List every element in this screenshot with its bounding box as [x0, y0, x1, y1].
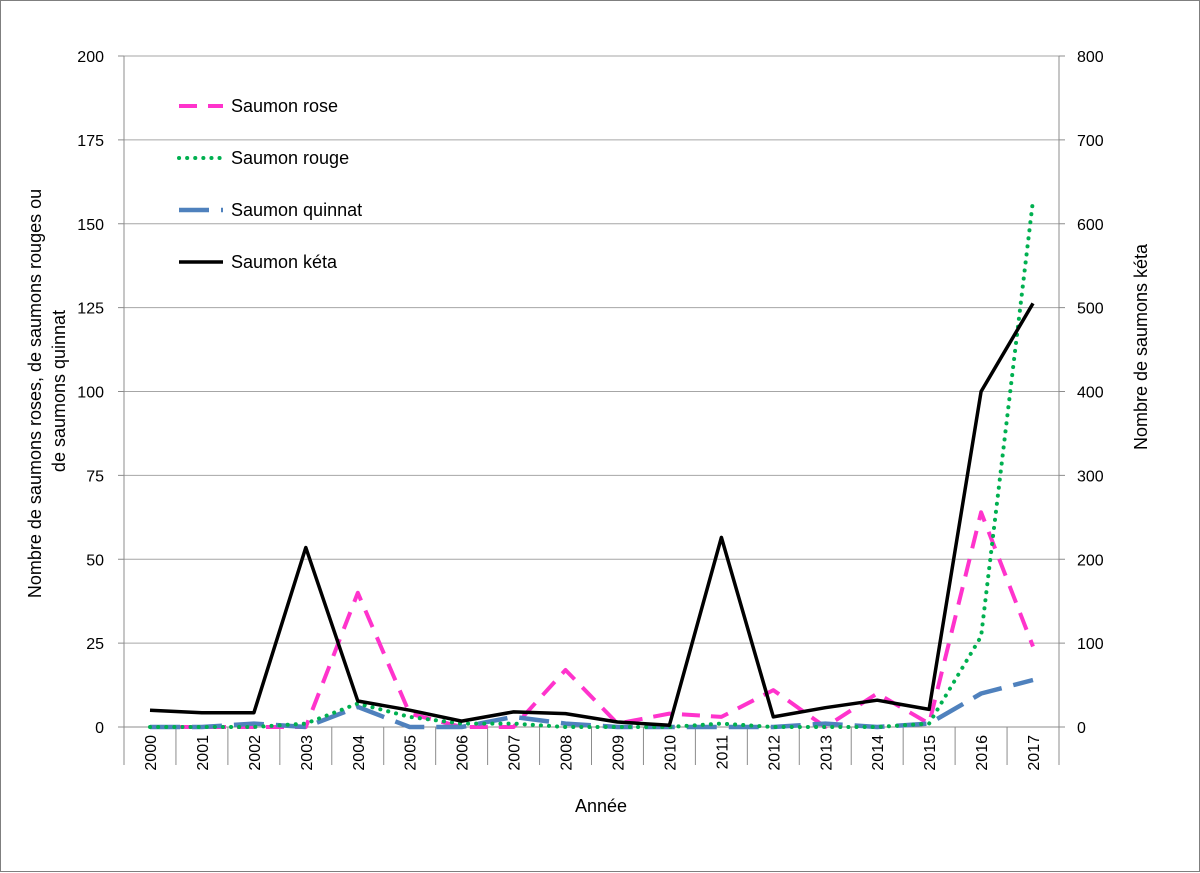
series-line-saumon-keta: [149, 302, 1035, 728]
legend-label: Saumon kéta: [231, 252, 338, 272]
legend-label: Saumon quinnat: [231, 200, 362, 220]
left-axis-title-line-1: Nombre de saumons roses, de saumons roug…: [25, 189, 45, 598]
right-tick-label: 800: [1077, 49, 1104, 66]
right-tick-label: 700: [1077, 133, 1104, 150]
left-tick-label: 125: [77, 301, 104, 318]
left-tick-label: 150: [77, 217, 104, 234]
gridlines: [124, 55, 1059, 644]
x-axis-title: Année: [575, 796, 627, 816]
x-tick-label: 2004: [351, 735, 368, 771]
x-tick-label: 2000: [143, 735, 160, 771]
x-tick-label: 2015: [922, 735, 939, 771]
right-tick-label: 0: [1077, 720, 1086, 737]
x-tick-label: 2014: [870, 735, 887, 771]
x-tick-label: 2011: [714, 735, 731, 770]
x-tick-label: 2007: [507, 735, 524, 771]
legend-item: Saumon kéta: [179, 252, 338, 272]
x-axis-ticks: 2000 2001 2002 2003 2004 2005 2006 2007 2008 2009…: [143, 735, 1043, 771]
left-tick-label: 200: [77, 49, 104, 66]
x-tick-label: 2003: [299, 735, 316, 771]
series-line-saumon-rouge: [148, 198, 1035, 729]
x-tick-label: 2017: [1026, 735, 1043, 771]
left-tick-label: 0: [95, 720, 104, 737]
left-axis-title-line-2: de saumons quinnat: [49, 310, 69, 472]
right-tick-label: 600: [1077, 217, 1104, 234]
legend-item: Saumon rose: [179, 96, 338, 116]
x-tick-label: 2016: [974, 735, 991, 771]
left-axis-title: Nombre de saumons roses, de saumons roug…: [25, 184, 69, 598]
left-tick-label: 25: [86, 636, 104, 653]
x-tick-label: 2005: [403, 735, 420, 771]
series-lines: [148, 198, 1035, 730]
x-tick-label: 2009: [610, 735, 627, 771]
x-tick-label: 2001: [195, 735, 212, 771]
legend-label: Saumon rouge: [231, 148, 349, 168]
series-line-saumon-quinnat: [150, 677, 1034, 730]
legend-label: Saumon rose: [231, 96, 338, 116]
x-tick-label: 2010: [662, 735, 679, 771]
legend-item: Saumon quinnat: [179, 200, 362, 220]
right-axis-title: Nombre de saumons kéta: [1131, 243, 1151, 450]
x-tick-label: 2013: [818, 735, 835, 771]
right-tick-label: 300: [1077, 468, 1104, 485]
x-tick-label: 2002: [247, 735, 264, 771]
right-tick-label: 200: [1077, 552, 1104, 569]
right-axis-ticks: 0 100 200 300 400 500 600 700 800: [1077, 49, 1104, 737]
right-tick-label: 400: [1077, 385, 1104, 402]
legend-item: Saumon rouge: [177, 148, 349, 168]
x-tick-label: 2006: [455, 735, 472, 771]
left-tick-label: 175: [77, 133, 104, 150]
right-tick-label: 100: [1077, 636, 1104, 653]
legend: Saumon rose Saumon rouge Saumon quinnat Sau…: [177, 96, 362, 272]
right-tick-label: 500: [1077, 301, 1104, 318]
left-axis-ticks: 0 25 50 75 100 125 150 175 200: [77, 49, 104, 737]
x-tick-label: 2012: [766, 735, 783, 771]
left-tick-label: 50: [86, 552, 104, 569]
left-tick-label: 100: [77, 385, 104, 402]
left-tick-label: 75: [86, 468, 104, 485]
x-tick-label: 2008: [559, 735, 576, 771]
